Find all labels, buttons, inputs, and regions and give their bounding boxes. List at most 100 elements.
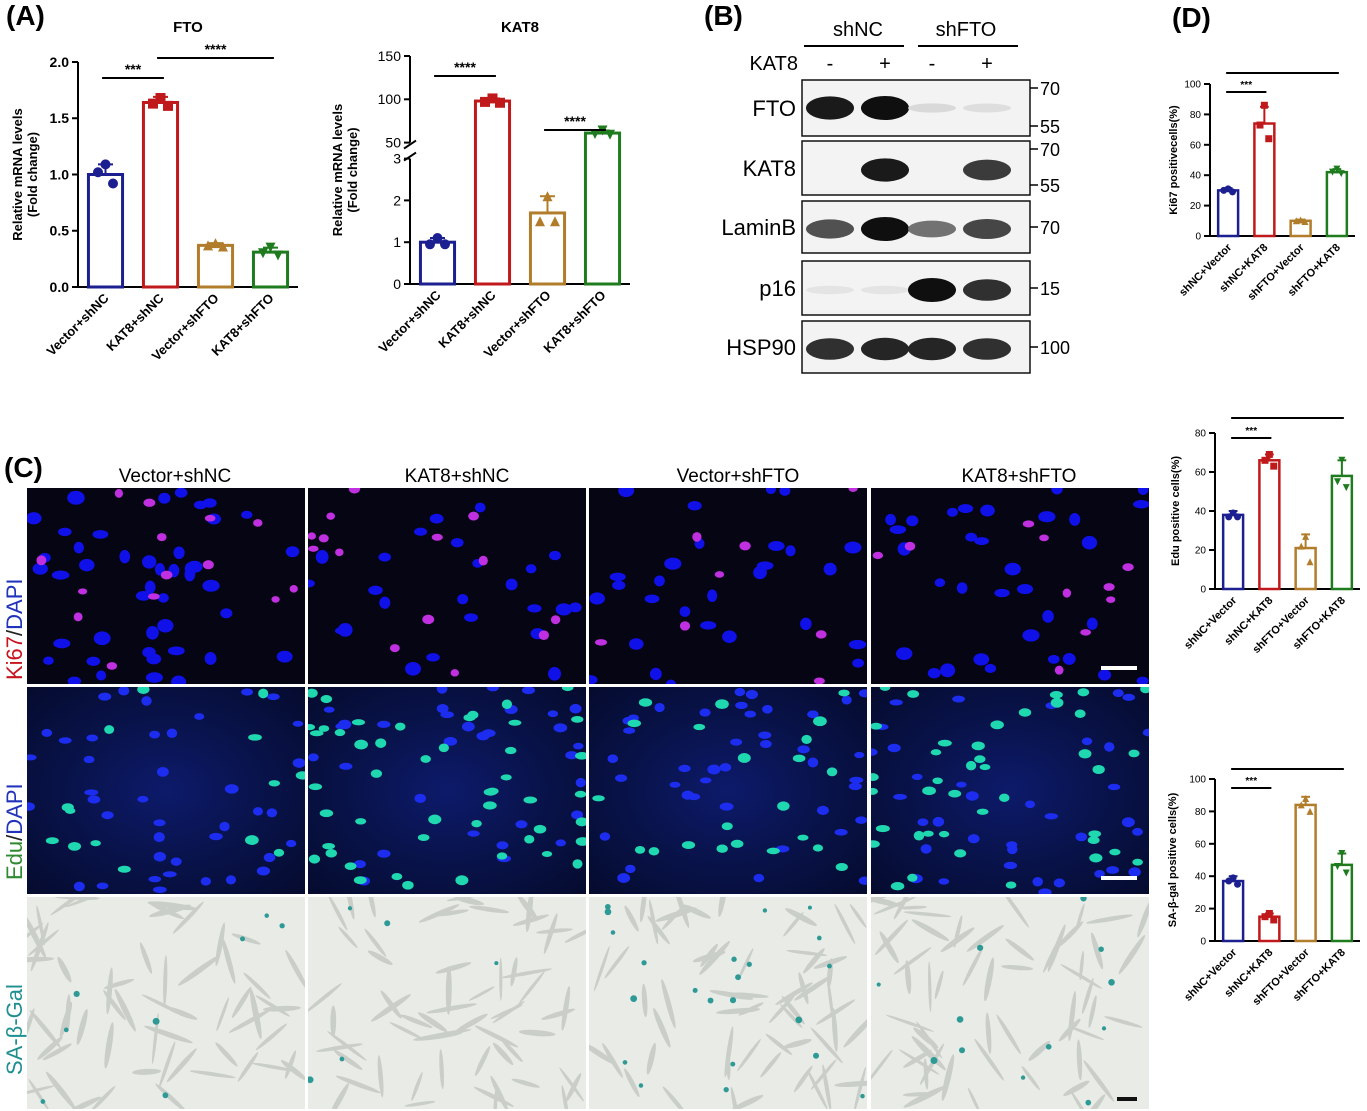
stain-label: DAPI — [2, 783, 27, 835]
micrograph-cells — [589, 488, 867, 684]
dapi-nucleus — [32, 562, 48, 575]
size-marker: 15 — [1040, 279, 1060, 299]
bar — [1330, 863, 1354, 943]
bar — [86, 173, 125, 289]
y-tick-label: 100 — [1189, 775, 1206, 786]
sagal-stain — [152, 1017, 160, 1025]
cell-body — [737, 1038, 761, 1072]
data-point — [1265, 450, 1273, 458]
significance-label: *** — [1245, 776, 1257, 787]
cell-body — [501, 968, 553, 979]
sagal-stain — [876, 982, 881, 987]
edu-nucleus — [541, 850, 553, 858]
dapi-nucleus — [146, 626, 159, 640]
cell-body — [1021, 1065, 1041, 1091]
western-blot: shNC shFTO KAT8 - + - + FTO 70 55 KAT8 70 55 LaminB 70… — [721, 19, 1070, 374]
edu-nucleus — [974, 755, 986, 764]
cell-body — [144, 1025, 193, 1044]
cell-body — [716, 1007, 761, 1015]
dapi-nucleus — [266, 808, 278, 818]
sagal-stain — [735, 974, 742, 981]
cell-body — [807, 1069, 828, 1109]
cell-body — [966, 924, 1004, 952]
bar — [1221, 879, 1245, 943]
dapi-nucleus — [153, 819, 166, 827]
dapi-nucleus — [753, 873, 765, 883]
dapi-nucleus — [141, 696, 152, 706]
sagal-stain — [630, 995, 638, 1003]
dapi-nucleus — [623, 727, 636, 734]
bar — [1216, 189, 1240, 238]
dapi-nucleus — [956, 781, 967, 788]
dapi-nucleus — [785, 545, 796, 557]
dapi-nucleus — [405, 662, 422, 676]
cell-body — [103, 989, 126, 1021]
bar — [141, 101, 180, 289]
dapi-nucleus — [779, 488, 791, 496]
dapi-nucleus — [1097, 669, 1112, 681]
significance-label: *** — [1245, 426, 1257, 437]
sagal-stain — [827, 963, 832, 969]
edu-nucleus — [370, 769, 383, 778]
dapi-nucleus — [153, 851, 166, 862]
cell-body — [794, 975, 832, 1001]
cell-body — [1104, 1016, 1143, 1028]
cell-body — [827, 979, 834, 1022]
cell-body — [189, 1070, 236, 1079]
dapi-nucleus — [92, 529, 109, 539]
edu-nucleus — [948, 789, 962, 798]
ki67-nucleus — [202, 560, 214, 570]
dapi-nucleus — [515, 820, 528, 829]
cell-body — [67, 1096, 102, 1109]
dapi-nucleus — [1017, 583, 1034, 595]
cell-body — [737, 947, 754, 981]
ki67-nucleus — [204, 514, 216, 522]
significance-label: ** — [1320, 765, 1328, 768]
cell-body — [565, 1073, 582, 1103]
bar — [1253, 122, 1276, 238]
row-label-ki67: Ki67/DAPI — [2, 578, 28, 680]
dapi-nucleus — [569, 602, 582, 613]
ki67-nucleus — [289, 585, 298, 593]
y-axis-label: SA-β-gal positive cells(%) — [1167, 792, 1179, 927]
cell-body — [903, 1085, 947, 1108]
ki67-nucleus — [813, 677, 825, 684]
cell-body — [913, 1027, 939, 1049]
edu-nucleus — [737, 753, 751, 763]
cell-body — [602, 1042, 624, 1078]
y-tick-label: 0.0 — [50, 279, 70, 295]
edu-nucleus — [681, 841, 696, 850]
edu-nucleus — [634, 845, 646, 854]
category-label: Vector+shNC — [44, 290, 113, 359]
y-tick-label: 40 — [1195, 872, 1207, 883]
cell-body — [335, 1075, 381, 1094]
cell-body — [367, 950, 393, 965]
bar — [1221, 513, 1245, 591]
edu-nucleus — [486, 787, 499, 795]
data-point — [1306, 558, 1314, 566]
chart-title: FTO — [173, 19, 203, 36]
dapi-nucleus — [184, 567, 196, 582]
data-point — [605, 129, 616, 140]
edu-nucleus — [575, 837, 586, 846]
edu-nucleus — [334, 729, 346, 737]
dapi-nucleus — [256, 866, 271, 876]
data-point — [479, 96, 490, 107]
axis-break-mark — [403, 139, 417, 150]
data-point — [1260, 101, 1268, 109]
cell-body — [45, 1071, 77, 1109]
cell-body — [280, 1059, 305, 1081]
dapi-nucleus — [644, 594, 660, 604]
edu-nucleus — [871, 773, 879, 782]
sagal-stain — [638, 1083, 644, 1088]
cell-body — [42, 1043, 72, 1061]
sagal-stain — [347, 906, 353, 911]
dapi-nucleus — [157, 593, 169, 603]
cell-body — [831, 1007, 838, 1052]
edu-nucleus — [1077, 688, 1090, 697]
dapi-nucleus — [241, 510, 253, 519]
dapi-nucleus — [338, 719, 352, 730]
ki67-nucleus — [739, 541, 751, 551]
group-label: shNC — [833, 19, 883, 41]
dapi-nucleus — [858, 876, 867, 885]
